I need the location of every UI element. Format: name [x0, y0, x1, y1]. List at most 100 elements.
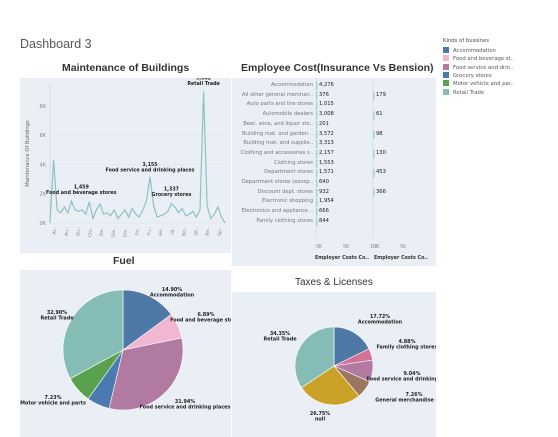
x-tick-label: Au..: [64, 227, 70, 236]
employee-row[interactable]: Family clothing stores 844: [232, 218, 436, 228]
legend-item[interactable]: Motor vehicle and par..: [443, 80, 514, 88]
axis-tick-label: 10K: [370, 244, 380, 250]
employee-row[interactable]: All other general merchan.. 376 179: [232, 92, 436, 102]
axis-tick-label: 0K: [373, 244, 380, 250]
employee-pension-value: 130: [376, 149, 386, 156]
employee-category-label: Building mat. and supplie..: [243, 140, 313, 147]
pie-label-percent: 9.04%: [404, 371, 421, 377]
bar-pension: [373, 149, 375, 159]
employee-insurance-value: 3,313: [319, 140, 334, 147]
employee-row[interactable]: Electronic shopping 1,954: [232, 198, 436, 208]
employee-row[interactable]: Clothing and accessories s.. 2,157 130: [232, 150, 436, 160]
employee-row[interactable]: Discount dept. stores 932 366: [232, 189, 436, 199]
employee-col-header-1: Employer Costs Co..: [315, 256, 370, 261]
bar-insurance: [316, 130, 318, 139]
employee-row[interactable]: Auto parts and tire stores 1,015: [232, 101, 436, 111]
pie-label-percent: 34.35%: [270, 331, 290, 337]
pie-label-percent: 7.23%: [45, 395, 62, 401]
employee-category-label: Family clothing stores: [256, 217, 313, 224]
bar-pension: [373, 111, 375, 120]
pie-label-name: Motor vehicle and parts: [20, 401, 86, 407]
employee-row[interactable]: Department stores (excep.. 640: [232, 179, 436, 189]
annotation-label: Food service and drinking places: [105, 167, 194, 173]
legend-swatch: [443, 63, 449, 70]
pie-slice: [333, 326, 370, 367]
y-tick-label: 6K: [40, 133, 47, 139]
pie-label-name: General merchandise stores: [375, 398, 436, 404]
employee-insurance-value: 1,571: [319, 169, 334, 176]
x-tick-label: Ot..: [193, 227, 199, 235]
x-tick-label: Bu..: [76, 227, 82, 236]
bar-insurance: [316, 91, 318, 100]
y-tick-label: 4K: [40, 162, 47, 168]
employee-row[interactable]: Accommodation 4,276: [232, 82, 436, 92]
bar-insurance: [316, 140, 318, 149]
employee-row[interactable]: Clothing stores 1,553: [232, 160, 436, 170]
axis-tick-label: 5K: [343, 244, 350, 250]
x-tick-label: Fu..: [146, 227, 152, 235]
legend-item[interactable]: Grocery stores: [443, 71, 492, 80]
employee-insurance-value: 844: [319, 217, 329, 224]
annotation-label: Grocery stores: [152, 192, 192, 198]
bar-pension: [373, 91, 375, 100]
legend-title: Kinds of bussines: [443, 38, 489, 44]
annotation-value: 1,337: [164, 186, 179, 192]
legend: Kinds of bussines Accommodation Food and …: [443, 38, 555, 113]
employee-category-label: Auto parts and tire stores: [246, 101, 313, 108]
employee-insurance-value: 376: [319, 91, 329, 98]
pie-label-name: Retail Trade: [263, 337, 297, 343]
employee-category-label: Electronics and appliance ..: [241, 208, 313, 215]
series-line: [49, 91, 226, 224]
pie-label-name: Family clothing stores: [376, 345, 436, 351]
annotation-value: 1,459: [74, 185, 90, 191]
taxes-panel[interactable]: 17.72% Accommodation 4.88% Family clothing …: [232, 292, 436, 437]
axis-tick-label: 5K: [400, 244, 407, 250]
bar-insurance: [316, 149, 318, 159]
fuel-pie-chart[interactable]: 14.90%Accommodation 6.89%Food and beverag…: [20, 270, 231, 437]
x-tick-label: Hi..: [170, 227, 176, 235]
employee-row[interactable]: Department stores 1,571 453: [232, 169, 436, 179]
maintenance-line-chart[interactable]: 0K 2K 4K 6K 8K Maintenance Of Buildings Al.. Au…: [20, 78, 231, 253]
bar-pension: [373, 169, 375, 178]
bar-insurance: [316, 120, 318, 129]
legend-item[interactable]: Food and beverage st..: [443, 55, 514, 63]
pie-label-name: Food service and drinking places: [367, 377, 436, 383]
pie-label-name: Food and beverage stores: [170, 318, 231, 324]
fuel-panel[interactable]: Fuel 14.90% Accommodation 6.89% Food and be…: [20, 255, 231, 437]
employee-panel[interactable]: 0K 5K 10K 0K 5K Accommodation 4,276 All other …: [232, 78, 436, 266]
taxes-pie-chart[interactable]: 17.72%Accommodation 4.88%Family clothing …: [232, 292, 436, 437]
y-tick-label: 0K: [40, 221, 47, 227]
employee-row[interactable]: Beer, wine, and liquor sto.. 201: [232, 121, 436, 131]
legend-item[interactable]: Retail Trade: [443, 88, 484, 97]
employee-row[interactable]: Building mat. and garden .. 3,572 98: [232, 131, 436, 141]
maintenance-panel[interactable]: 0K 2K 4K 6K 8K Maintenance Of Buildings Al.. Au…: [20, 78, 231, 253]
employee-pension-value: 179: [376, 91, 386, 98]
pie-label-percent: 26.75%: [310, 411, 330, 417]
pie-slice: [62, 289, 124, 379]
axis-tick-label: 0K: [316, 244, 323, 250]
fuel-title: Fuel: [113, 255, 135, 267]
employee-insurance-value: 666: [319, 208, 329, 215]
employee-insurance-value: 1,954: [319, 198, 334, 205]
bar-insurance: [316, 208, 318, 217]
employee-category-label: Electronic shopping: [262, 198, 313, 205]
employee-category-label: Discount dept. stores: [257, 188, 313, 195]
legend-label: Motor vehicle and par..: [453, 81, 514, 88]
x-tick-label: He..: [158, 227, 164, 236]
legend-item[interactable]: Food service and drin..: [443, 63, 513, 72]
legend-item[interactable]: Accommodation: [443, 47, 496, 55]
annotation-value: 9,002: [196, 78, 211, 81]
employee-insurance-value: 932: [319, 188, 329, 195]
x-tick-label: De..: [99, 227, 105, 236]
pie-label-percent: 17.72%: [370, 314, 390, 320]
employee-category-label: All other general merchan..: [241, 91, 313, 98]
employee-pension-value: 61: [376, 111, 383, 118]
pie-slice: [294, 326, 335, 389]
employee-row[interactable]: Building mat. and supplie.. 3,313: [232, 140, 436, 150]
pie-slice: [122, 289, 172, 351]
employee-category-label: Clothing and accessories s..: [240, 149, 313, 156]
bar-pension: [373, 188, 375, 197]
employee-row[interactable]: Electronics and appliance .. 666: [232, 208, 436, 218]
employee-row[interactable]: Automobile dealers 3,008 61: [232, 111, 436, 121]
